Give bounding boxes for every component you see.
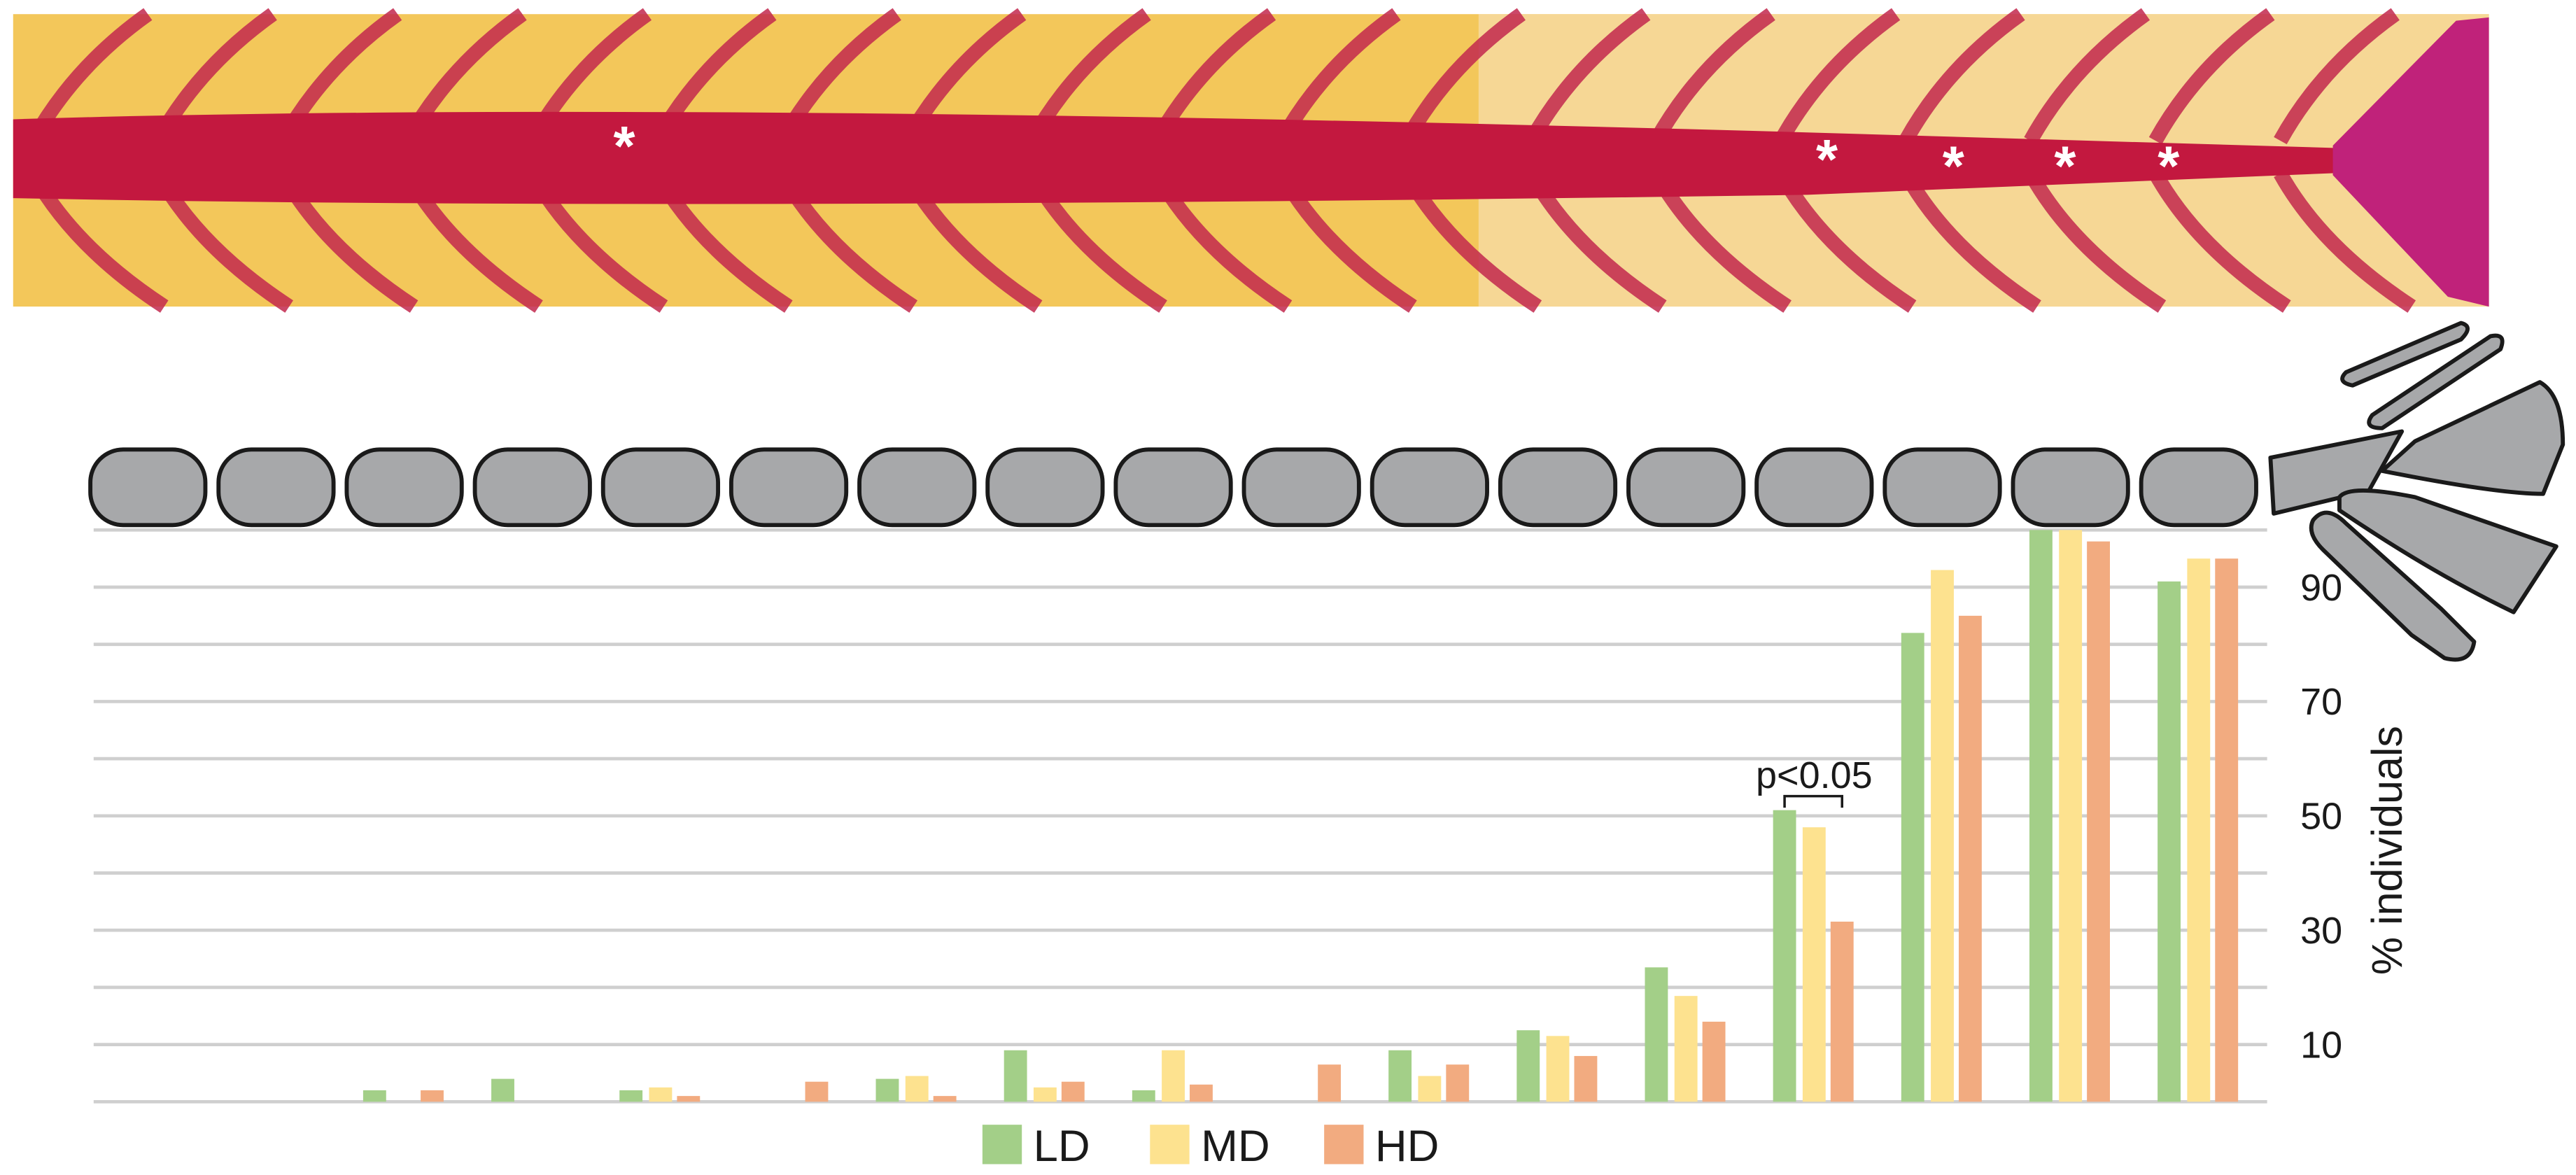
bar xyxy=(1318,1064,1342,1102)
legend-label: HD xyxy=(1375,1122,1440,1171)
bar xyxy=(1674,996,1698,1102)
photo-annotation: * xyxy=(2158,134,2179,197)
vertebra xyxy=(1754,447,1874,528)
vertebra xyxy=(985,447,1105,528)
bar xyxy=(2215,558,2239,1102)
rib xyxy=(2274,169,2416,313)
photo-annotation: * xyxy=(1943,134,1964,197)
photo-annotation: * xyxy=(1816,128,1838,190)
bar xyxy=(1446,1064,1470,1102)
bar xyxy=(1901,633,1924,1102)
bar xyxy=(1516,1030,1540,1102)
bar xyxy=(1958,615,1982,1102)
bar xyxy=(805,1081,829,1102)
vertebra xyxy=(1882,447,2002,528)
bar xyxy=(1931,570,1954,1102)
y-axis-label: % individuals xyxy=(2363,726,2411,975)
rib xyxy=(1899,169,2041,313)
vertebrae-diagram xyxy=(88,447,2258,528)
bar xyxy=(619,1090,643,1102)
rib xyxy=(2274,8,2400,145)
vertebra xyxy=(344,447,464,528)
bar xyxy=(649,1087,673,1102)
y-tick-label: 10 xyxy=(2300,1024,2342,1066)
vertebra xyxy=(2011,447,2130,528)
bar xyxy=(1773,810,1796,1102)
y-tick-label: 70 xyxy=(2300,681,2342,723)
bar xyxy=(1033,1087,1057,1102)
legend-swatch xyxy=(982,1125,1022,1165)
rib xyxy=(2024,8,2151,145)
annotation: p<0.05 xyxy=(1756,754,1873,796)
bar xyxy=(1645,967,1668,1102)
bar xyxy=(1574,1055,1598,1102)
legend-swatch xyxy=(1324,1125,1364,1165)
bar xyxy=(1546,1036,1570,1102)
vertebra xyxy=(216,447,336,528)
rib xyxy=(1774,8,1901,145)
vertebra xyxy=(472,447,592,528)
vertebra xyxy=(2139,447,2258,528)
vertebra xyxy=(88,447,208,528)
vertebra xyxy=(1498,447,1618,528)
bar xyxy=(1004,1050,1027,1102)
rib xyxy=(1899,8,2025,145)
bar xyxy=(933,1096,957,1102)
vertebra xyxy=(1370,447,1489,528)
rib xyxy=(2024,169,2167,313)
bar xyxy=(491,1078,514,1102)
tail xyxy=(2332,17,2489,307)
bar xyxy=(363,1090,386,1102)
photo-annotation: * xyxy=(2054,134,2076,197)
legend-label: MD xyxy=(1201,1122,1270,1171)
vertebra xyxy=(729,447,849,528)
vertebra xyxy=(857,447,977,528)
legend-label: LD xyxy=(1034,1122,1090,1171)
plot-area: 10 30 50 70 90 % individuals p<0.05 LD MD HD xyxy=(93,528,2411,1171)
vertebra xyxy=(600,447,721,528)
bar xyxy=(2059,530,2083,1102)
bar xyxy=(2029,530,2053,1102)
bar xyxy=(1190,1084,1213,1102)
legend-swatch xyxy=(1150,1125,1190,1165)
rib xyxy=(1524,8,1651,145)
bar xyxy=(875,1078,899,1102)
bar xyxy=(1702,1021,1726,1102)
rib xyxy=(2148,169,2291,313)
y-tick-label: 30 xyxy=(2300,910,2342,952)
bar xyxy=(1132,1090,1155,1102)
bar xyxy=(1388,1050,1412,1102)
bar xyxy=(1061,1081,1085,1102)
bar xyxy=(677,1096,701,1102)
bar xyxy=(1802,827,1826,1102)
photo: * * * * * xyxy=(13,8,2489,313)
significance-bracket xyxy=(1783,794,1844,808)
vertebra xyxy=(1241,447,1361,528)
bar xyxy=(421,1090,444,1102)
y-tick-label: 90 xyxy=(2300,567,2342,609)
bar xyxy=(2087,541,2110,1102)
bar xyxy=(2187,558,2211,1102)
y-tick-label: 50 xyxy=(2300,796,2342,838)
vertebra xyxy=(1626,447,1746,528)
photo-annotation: * xyxy=(614,115,635,177)
bar xyxy=(1830,921,1854,1102)
rib xyxy=(2148,8,2275,145)
vertebra xyxy=(1113,447,1233,528)
tail-fin-diagram xyxy=(2268,321,2566,662)
rib xyxy=(1649,8,1775,145)
bar xyxy=(1418,1076,1442,1102)
bar xyxy=(2158,581,2181,1102)
bar xyxy=(1162,1050,1185,1102)
spine xyxy=(13,111,2366,204)
bar xyxy=(905,1076,929,1102)
